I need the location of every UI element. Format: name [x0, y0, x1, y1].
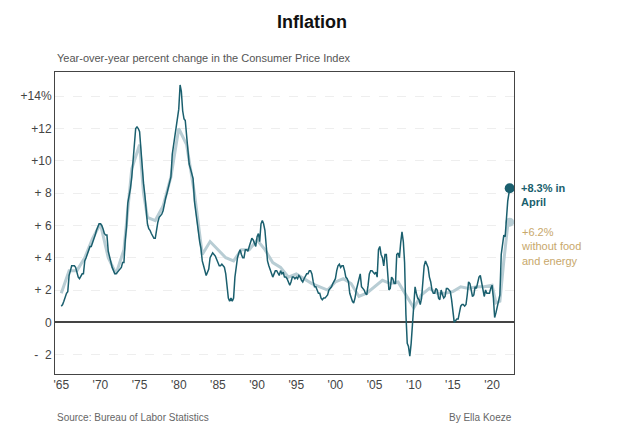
svg-text:0: 0: [45, 316, 52, 330]
svg-text:'65: '65: [53, 378, 69, 392]
svg-text:+ 8: + 8: [35, 186, 52, 200]
svg-text:+14%: +14%: [21, 89, 52, 103]
svg-text:'90: '90: [249, 378, 265, 392]
svg-text:- 2: - 2: [34, 348, 52, 362]
svg-text:'15: '15: [445, 378, 461, 392]
svg-text:+ 2: + 2: [35, 283, 52, 297]
svg-text:'95: '95: [288, 378, 304, 392]
svg-text:'75: '75: [132, 378, 148, 392]
svg-text:By Ella Koeze: By Ella Koeze: [449, 412, 512, 423]
svg-text:+12: +12: [31, 122, 52, 136]
svg-text:+6.2%without foodand energy: +6.2%without foodand energy: [521, 226, 581, 267]
svg-text:Year-over-year percent change: Year-over-year percent change in the Con…: [57, 52, 351, 64]
svg-text:+8.3% inApril: +8.3% inApril: [521, 182, 566, 208]
svg-text:+ 6: + 6: [35, 219, 52, 233]
svg-text:+ 4: + 4: [35, 251, 52, 265]
svg-text:'70: '70: [93, 378, 109, 392]
svg-text:'20: '20: [484, 378, 500, 392]
svg-text:'00: '00: [328, 378, 344, 392]
svg-text:'80: '80: [171, 378, 187, 392]
svg-text:'10: '10: [406, 378, 422, 392]
svg-text:Source: Bureau of Labor Statis: Source: Bureau of Labor Statistics: [57, 412, 209, 423]
svg-text:Inflation: Inflation: [277, 12, 347, 32]
svg-text:'85: '85: [210, 378, 226, 392]
svg-text:'05: '05: [367, 378, 383, 392]
svg-text:+10: +10: [31, 154, 52, 168]
